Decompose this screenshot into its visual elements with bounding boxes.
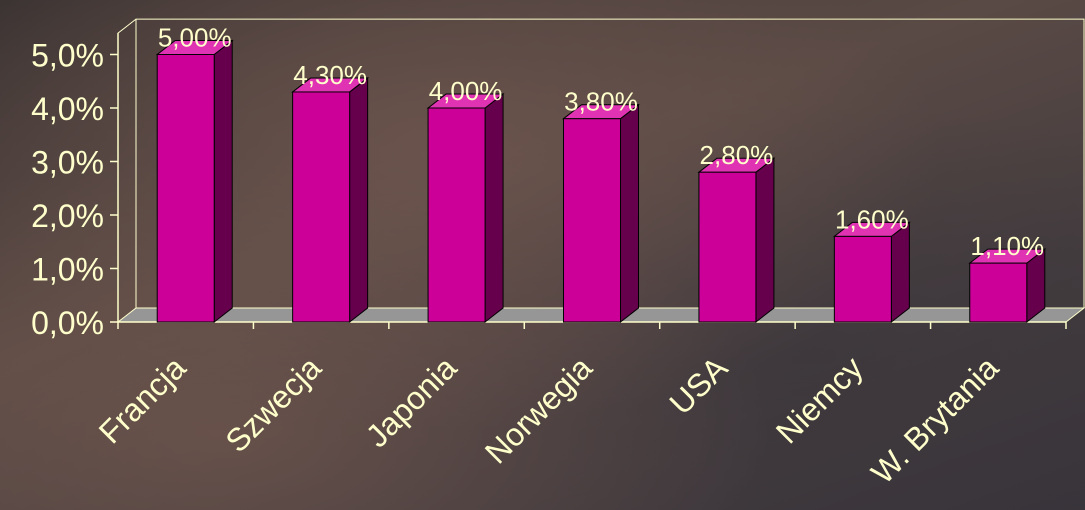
bar — [562, 103, 640, 324]
x-tick-label: W. Brytania — [864, 349, 1005, 490]
data-label: 1,60% — [835, 204, 909, 234]
bar-front — [427, 107, 486, 323]
bar-front — [969, 262, 1028, 323]
y-tick-label: 0,0% — [31, 305, 104, 341]
data-label: 5,00% — [158, 23, 232, 53]
data-labels: 5,00% 4,30% 4,00% 3,80% 2,80% 1,60% 1,10% — [158, 23, 1044, 262]
bar-front — [698, 171, 757, 323]
x-tick-label: Norwegia — [478, 349, 599, 470]
bar-front — [292, 91, 351, 323]
bar — [832, 221, 911, 324]
bar-side — [890, 221, 910, 324]
bar-side — [620, 103, 639, 324]
x-tick-label: USA — [662, 349, 734, 421]
bar-front — [833, 235, 892, 323]
data-label: 2,80% — [700, 140, 774, 170]
data-label: 3,80% — [564, 87, 638, 117]
x-tick-label: Niemcy — [769, 349, 870, 450]
y-tick-label: 1,0% — [31, 252, 104, 288]
bar — [155, 39, 234, 324]
bar — [697, 157, 776, 324]
bar-front — [563, 118, 621, 323]
y-tick-label: 5,0% — [31, 38, 104, 74]
bar-side — [213, 39, 233, 324]
y-tick-label: 3,0% — [31, 145, 104, 181]
data-label: 4,30% — [293, 60, 367, 90]
bar-side — [349, 76, 369, 324]
data-label: 4,00% — [429, 76, 503, 106]
bar — [426, 92, 505, 324]
y-axis: 0,0% 1,0% 2,0% 3,0% 4,0% 5,0% — [31, 33, 119, 341]
x-tick-label: Japonia — [359, 349, 464, 454]
bar-side — [484, 92, 504, 324]
bar-front — [156, 54, 215, 323]
x-tick-label: Szwecja — [218, 349, 328, 459]
x-axis: Francja Szwecja Japonia Norwegia USA NiemcyW.… — [92, 321, 1067, 491]
bar — [968, 248, 1047, 324]
y-tick-label: 2,0% — [31, 198, 104, 234]
bar-series — [155, 39, 1047, 324]
x-tick-label: Francja — [92, 349, 193, 450]
bar-side — [755, 157, 775, 324]
bar — [291, 76, 370, 324]
y-tick-label: 4,0% — [31, 91, 104, 127]
data-label: 1,10% — [970, 231, 1044, 261]
